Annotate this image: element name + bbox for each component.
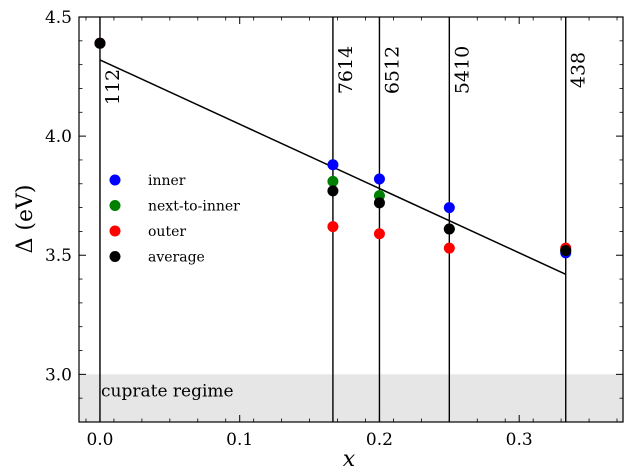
data-point — [373, 228, 385, 240]
vertical-line-label: 5410 — [451, 46, 473, 94]
legend-label: average — [148, 250, 205, 266]
shaded-region-label: cuprate regime — [101, 381, 234, 401]
legend-label: outer — [148, 224, 186, 240]
legend: inner next-to-inner outer average — [109, 173, 240, 266]
vertical-line-label: 6512 — [381, 46, 403, 94]
data-point — [443, 242, 455, 254]
data-point — [373, 197, 385, 209]
x-tick-label: 0.2 — [366, 430, 393, 450]
x-tick-label: 0.1 — [226, 430, 253, 450]
data-point — [94, 37, 106, 49]
y-tick-label: 4.0 — [45, 127, 72, 147]
x-axis-title: x — [343, 447, 356, 472]
legend-label: inner — [148, 173, 186, 189]
data-point — [327, 221, 339, 233]
axes-layer: 0.0 0.1 0.2 0.3 3.0 3.5 4.0 4.5 — [45, 8, 624, 450]
data-points-layer — [94, 37, 572, 259]
legend-marker — [109, 200, 121, 211]
data-point — [560, 244, 572, 256]
y-tick-label: 3.0 — [45, 365, 72, 385]
data-point — [373, 173, 385, 185]
data-point — [327, 185, 339, 197]
data-point — [443, 223, 455, 235]
data-point — [327, 159, 339, 171]
legend-label: next-to-inner — [148, 199, 240, 215]
vertical-line-label: 112 — [102, 69, 124, 105]
legend-marker — [109, 251, 121, 262]
plot-frame — [78, 16, 624, 423]
data-point — [443, 202, 455, 214]
shaded-region-layer: cuprate regime — [79, 374, 624, 422]
x-tick-label: 0.0 — [86, 430, 113, 450]
y-tick-label: 4.5 — [45, 8, 72, 28]
vertical-lines-layer: 112 7614 6512 5410 438 — [99, 17, 590, 422]
y-axis-title: Δ (eV) — [13, 185, 38, 254]
data-point — [327, 175, 339, 187]
shaded-region — [79, 374, 624, 422]
x-tick-label: 0.3 — [506, 430, 533, 450]
legend-marker — [109, 174, 121, 186]
vertical-line-label: 7614 — [335, 46, 357, 94]
vertical-line-label: 438 — [568, 52, 590, 88]
y-tick-label: 3.5 — [45, 246, 72, 266]
legend-marker — [109, 225, 121, 237]
